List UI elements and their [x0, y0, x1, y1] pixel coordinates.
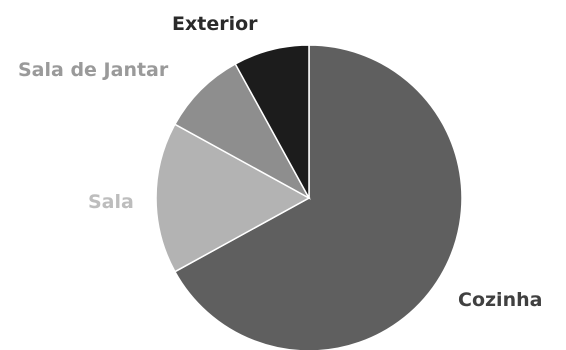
pie-labels: Exterior Sala de Jantar Sala Cozinha [18, 13, 542, 311]
pie-slice-sala [155, 123, 311, 273]
pie-slice-sala-de-jantar [173, 62, 311, 200]
pie-slice-cozinha [173, 44, 463, 350]
pie-label-sala-de-jantar: Sala de Jantar [18, 59, 169, 81]
pie-label-exterior: Exterior [172, 13, 258, 35]
pie-label-sala: Sala [88, 191, 134, 213]
pie-slice-exterior [234, 44, 310, 199]
pie-slices [155, 44, 463, 350]
pie-label-cozinha: Cozinha [458, 289, 542, 311]
